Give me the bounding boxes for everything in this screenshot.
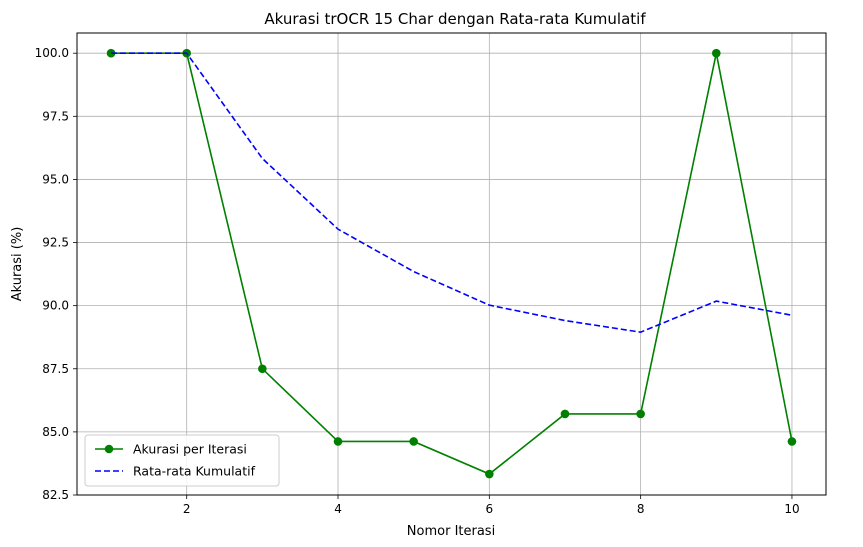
legend-label-2: Rata-rata Kumulatif bbox=[133, 464, 256, 479]
legend-box bbox=[84, 434, 280, 487]
data-point bbox=[711, 48, 721, 58]
series-layer bbox=[106, 48, 797, 479]
y-tick-label: 95.0 bbox=[42, 172, 69, 186]
x-tick-label: 6 bbox=[486, 502, 494, 516]
x-tick-label: 10 bbox=[784, 502, 799, 516]
plot-frame bbox=[76, 32, 827, 496]
y-tick-label: 85.0 bbox=[42, 425, 69, 439]
y-tick-label: 100.0 bbox=[35, 46, 69, 60]
data-point bbox=[485, 469, 494, 479]
axis-ticks: 2 4 6 8 10 82.5 85.0 87.5 90.0 92.5 95.0 97.5 100.0 bbox=[35, 46, 800, 516]
x-tick-label: 4 bbox=[334, 502, 342, 516]
x-tick-label: 2 bbox=[183, 502, 191, 516]
data-point bbox=[333, 437, 343, 446]
x-axis-label: Nomor Iterasi bbox=[407, 524, 495, 539]
y-tick-label: 97.5 bbox=[42, 109, 69, 123]
y-axis-label: Akurasi (%) bbox=[10, 227, 25, 302]
data-point bbox=[636, 409, 645, 419]
y-tick-label: 92.5 bbox=[42, 236, 69, 250]
legend-marker bbox=[104, 444, 114, 454]
x-tick-label: 8 bbox=[637, 502, 645, 516]
y-tick-label: 87.5 bbox=[42, 362, 69, 376]
series-line-1 bbox=[111, 52, 793, 475]
legend: Akurasi per Iterasi Rata-rata Kumulatif bbox=[84, 434, 280, 487]
data-point bbox=[409, 437, 418, 446]
series-line-2 bbox=[111, 52, 793, 333]
legend-label-1: Akurasi per Iterasi bbox=[133, 442, 247, 457]
y-tick-label: 90.0 bbox=[42, 299, 69, 313]
chart-title: Akurasi trOCR 15 Char dengan Rata-rata K… bbox=[264, 10, 646, 28]
data-point bbox=[787, 437, 797, 446]
grid-lines bbox=[77, 33, 826, 496]
data-point bbox=[258, 364, 267, 374]
data-point bbox=[560, 409, 570, 419]
y-tick-label: 82.5 bbox=[42, 488, 69, 502]
